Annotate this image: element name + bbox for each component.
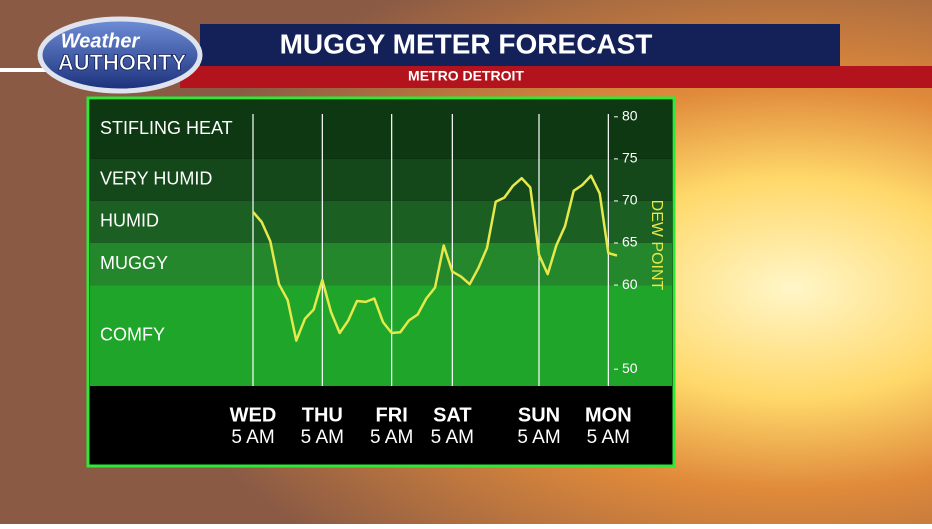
title: MUGGY METER FORECAST (280, 28, 653, 59)
x-tick-label: THU (302, 404, 343, 426)
y-tick-label: 65 (622, 234, 638, 250)
y-tick-label: 80 (622, 108, 638, 124)
subtitle: METRO DETROIT (408, 68, 524, 84)
title-bar (200, 24, 840, 66)
x-tick-sublabel: 5 AM (231, 427, 274, 448)
x-tick-sublabel: 5 AM (587, 427, 630, 448)
y-tick-label: 70 (622, 192, 638, 208)
x-tick-label: WED (230, 404, 277, 426)
logo-line1: Weather (61, 30, 141, 52)
subtitle-bar (180, 66, 932, 88)
band-label: HUMID (100, 211, 159, 231)
plot: COMFY MUGGY HUMID VERY HUMID STIFLING HEAT 50… (90, 100, 672, 464)
y-tick-label: 50 (622, 360, 638, 376)
band (90, 100, 672, 159)
dew-point-line (252, 174, 618, 342)
band-label: STIFLING HEAT (100, 118, 233, 138)
label-bar (90, 386, 672, 464)
band (90, 285, 672, 386)
x-tick-label: SUN (518, 404, 560, 426)
x-tick-sublabel: 5 AM (370, 427, 413, 448)
logo-line2: AUTHORITY (58, 50, 187, 75)
y-tick-label: 75 (622, 150, 638, 166)
x-tick-sublabel: 5 AM (431, 427, 474, 448)
band (90, 158, 672, 201)
band (90, 243, 672, 286)
x-tick-sublabel: 5 AM (517, 427, 560, 448)
band-label: COMFY (100, 324, 165, 344)
band-label: VERY HUMID (100, 169, 212, 189)
rule (0, 68, 70, 72)
x-tick-label: FRI (376, 404, 408, 426)
logo (37, 16, 203, 94)
x-tick-label: SAT (433, 404, 472, 426)
y-tick-label: 60 (622, 276, 638, 292)
band (90, 200, 672, 243)
y-axis-label: DEW POINT (648, 200, 665, 291)
x-tick-sublabel: 5 AM (301, 427, 344, 448)
band-label: MUGGY (100, 253, 168, 273)
x-tick-label: MON (585, 404, 632, 426)
